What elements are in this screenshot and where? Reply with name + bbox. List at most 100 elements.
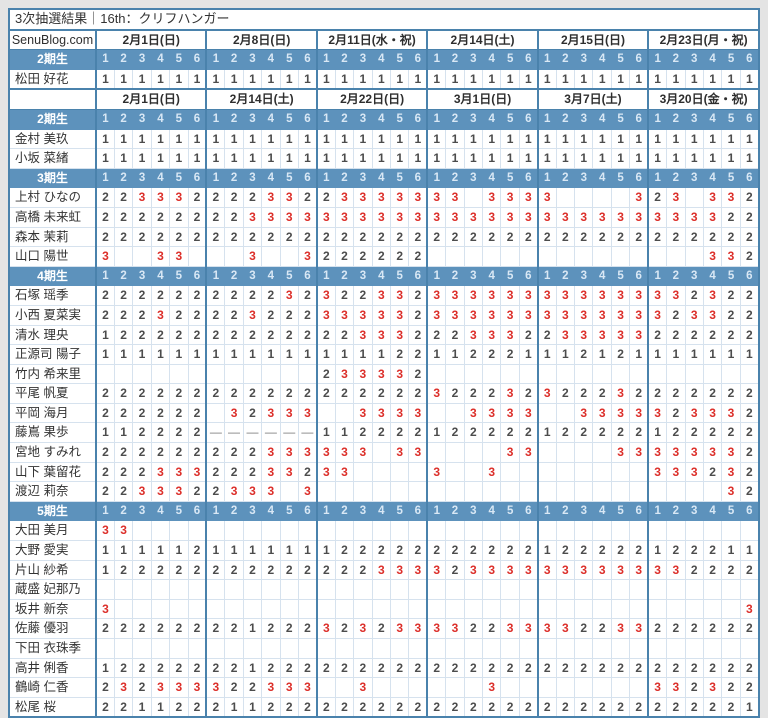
ticket-result-cell: 1 (647, 128, 668, 150)
column-number: 6 (629, 49, 649, 70)
ticket-result-cell: 2 (205, 442, 226, 463)
ticket-result-cell: 2 (592, 657, 612, 679)
ticket-result-cell (702, 481, 723, 502)
ticket-result-cell: 1 (666, 344, 686, 365)
ticket-result-cell: 2 (224, 442, 244, 463)
ticket-result-cell: 2 (279, 657, 299, 679)
column-number: 3 (242, 265, 263, 287)
ticket-result-cell: 3 (666, 206, 686, 228)
ticket-result-cell: 2 (371, 696, 392, 718)
ticket-result-cell: 2 (95, 481, 115, 502)
ticket-result-cell (95, 579, 115, 600)
ticket-result-cell (334, 677, 355, 698)
ticket-result-cell (315, 402, 336, 424)
ticket-result-cell (169, 363, 189, 385)
column-number: 6 (187, 49, 207, 70)
ticket-result-cell: 2 (113, 559, 134, 581)
ticket-result-cell: 2 (224, 206, 244, 228)
ticket-result-cell: 3 (334, 442, 355, 463)
ticket-result-cell: 3 (150, 246, 171, 267)
ticket-result-cell: 3 (500, 324, 520, 346)
ticket-result-cell: 2 (408, 226, 428, 248)
ticket-result-cell: 3 (242, 304, 263, 326)
ticket-result-cell: 2 (702, 324, 723, 346)
ticket-result-cell: 1 (261, 148, 281, 169)
ticket-result-cell: 2 (187, 657, 207, 679)
ticket-result-cell: 2 (334, 383, 355, 404)
ticket-result-cell: 2 (205, 383, 226, 404)
ticket-result-cell (315, 481, 336, 502)
column-number: 2 (334, 167, 355, 189)
ticket-result-cell: 3 (353, 324, 373, 346)
ticket-result-cell (95, 638, 115, 659)
ticket-result-cell: 2 (113, 206, 134, 228)
ticket-result-cell (132, 579, 152, 600)
ticket-result-cell: 2 (95, 383, 115, 404)
ticket-result-cell: 2 (574, 696, 594, 718)
member-name: 宮地 すみれ (8, 442, 97, 463)
ticket-result-cell (408, 481, 428, 502)
ticket-result-cell: 2 (482, 618, 502, 639)
ticket-result-cell: 2 (684, 383, 704, 404)
ticket-result-cell: 1 (169, 344, 189, 365)
ticket-result-cell (261, 638, 281, 659)
ticket-result-cell: 3 (353, 677, 373, 698)
ticket-result-cell: 2 (95, 677, 115, 698)
ticket-result-cell (224, 246, 244, 267)
ticket-result-cell: 3 (482, 677, 502, 698)
ticket-result-cell: 2 (445, 324, 465, 346)
column-number: 5 (389, 167, 410, 189)
column-number: 1 (315, 265, 336, 287)
ticket-result-cell: 1 (721, 148, 741, 169)
ticket-result-cell: 2 (224, 324, 244, 346)
ticket-result-cell: 2 (518, 540, 539, 561)
ticket-result-cell (445, 442, 465, 463)
ticket-result-cell: 2 (113, 618, 134, 639)
ticket-result-cell: 1 (187, 148, 207, 169)
ticket-result-cell: 2 (353, 383, 373, 404)
ticket-result-cell: 2 (205, 618, 226, 639)
ticket-result-cell: 1 (426, 344, 447, 365)
ticket-result-cell (482, 481, 502, 502)
ticket-result-cell: 2 (408, 324, 428, 346)
ticket-result-cell: 1 (113, 148, 134, 169)
column-number: 4 (371, 108, 392, 130)
ticket-result-cell: 3 (408, 559, 428, 581)
column-number: 3 (684, 500, 704, 522)
ticket-result-cell: 2 (574, 657, 594, 679)
ticket-result-cell: 2 (95, 304, 115, 326)
ticket-result-cell: 1 (721, 68, 741, 90)
ticket-result-cell: 1 (132, 344, 152, 365)
ticket-result-cell: 1 (684, 128, 704, 150)
ticket-result-cell: 3 (536, 206, 557, 228)
ticket-result-cell: 3 (647, 206, 668, 228)
ticket-result-cell: 2 (610, 422, 631, 444)
ticket-result-cell: 3 (702, 246, 723, 267)
ticket-result-cell: 3 (371, 206, 392, 228)
ticket-result-cell: 3 (629, 304, 649, 326)
ticket-result-cell (445, 579, 465, 600)
ticket-result-cell (297, 579, 318, 600)
ticket-result-cell (500, 520, 520, 542)
ticket-result-cell: 1 (297, 148, 318, 169)
ticket-result-cell: 3 (518, 442, 539, 463)
ticket-result-cell: 2 (353, 285, 373, 306)
ticket-result-cell: 1 (242, 540, 263, 561)
ticket-result-cell (169, 598, 189, 620)
ticket-result-cell (702, 520, 723, 542)
ticket-result-cell: 1 (315, 148, 336, 169)
ticket-result-cell: 3 (702, 402, 723, 424)
ticket-result-cell: 2 (334, 246, 355, 267)
ticket-result-cell (371, 481, 392, 502)
ticket-result-cell: 1 (279, 128, 299, 150)
ticket-result-cell (574, 461, 594, 483)
ticket-result-cell: 2 (482, 657, 502, 679)
ticket-result-cell: 1 (739, 68, 760, 90)
column-number: 4 (592, 49, 612, 70)
ticket-result-cell (389, 481, 410, 502)
ticket-result-cell: 3 (647, 442, 668, 463)
ticket-result-cell: 2 (95, 442, 115, 463)
ticket-result-cell: 2 (261, 696, 281, 718)
ticket-result-cell: 3 (610, 383, 631, 404)
ticket-result-cell: 3 (426, 559, 447, 581)
